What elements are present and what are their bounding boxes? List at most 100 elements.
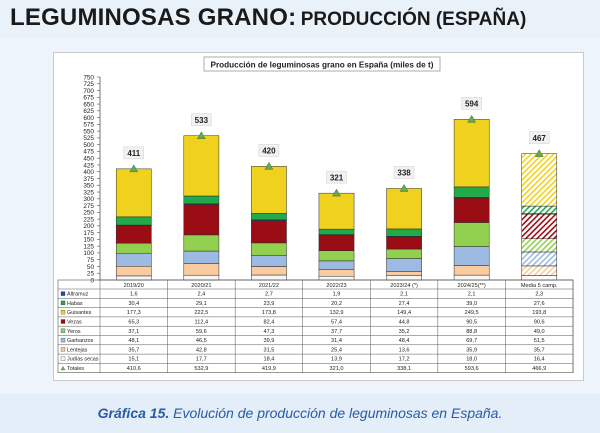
table-cell-value: 15,1 [128, 357, 139, 363]
total-marker-triangle [534, 149, 544, 157]
chart-svg: Producción de leguminosas grano en Españ… [57, 56, 574, 373]
bar-segment-garbanzos [386, 258, 422, 272]
bar-segment-vezas [318, 234, 355, 251]
table-cell-value: 39,0 [466, 301, 477, 307]
table-cell-value: 44,8 [399, 320, 410, 326]
table-cell-value: 29,1 [196, 301, 207, 307]
bar-segment-lentejas [521, 265, 558, 276]
bar-segment-judias-secas [251, 274, 287, 281]
table-cell-value: 132,9 [330, 310, 344, 316]
bar-segment-judias-secas [453, 274, 490, 281]
table-cell-value: 222,5 [194, 310, 208, 316]
bar-segment-judias-secas [183, 274, 220, 281]
table-cell-value: 25,4 [331, 347, 342, 353]
table-cell-value: 173,8 [262, 310, 276, 316]
bar-segment-yeros [115, 242, 152, 254]
table-cell-value: 49,0 [534, 329, 545, 335]
chart-card: Producción de leguminosas grano en Españ… [53, 52, 584, 381]
table-cell-value: 23,9 [263, 301, 274, 307]
bar-segment-judias-secas [318, 275, 355, 281]
table-cell-value: 30,4 [128, 301, 139, 307]
table-cell-value: 35,7 [534, 347, 545, 353]
total-marker-triangle [129, 164, 139, 173]
y-tick-label: 100 [83, 250, 94, 257]
bar-segment-guisantes [521, 153, 558, 207]
bar-segment-garbanzos [115, 252, 152, 267]
bar-segment-lentejas [251, 266, 287, 276]
bar-segment-habas [183, 195, 220, 205]
chart-title: Producción de leguminosas grano en Españ… [211, 61, 434, 70]
table-cell-value: 177,3 [127, 310, 141, 316]
x-category-label: 2021/22 [259, 283, 279, 289]
y-tick-label: 425 [83, 162, 94, 169]
total-label-box [393, 166, 415, 179]
total-marker-triangle [399, 183, 409, 192]
bar-segment-guisantes [115, 168, 152, 218]
table-cell-value: 42,8 [196, 347, 207, 353]
y-tick-label: 550 [83, 128, 94, 135]
legend-label-vezas: Vezas [67, 320, 82, 326]
table-cell-value: 18,4 [263, 357, 274, 363]
total-label-box [123, 146, 145, 160]
bar-segment-habas [318, 228, 355, 235]
bar-segment-garbanzos [521, 251, 558, 267]
y-tick-label: 200 [83, 223, 94, 230]
legend-swatch-altramuz [60, 291, 66, 296]
x-category-label: 2023/24 (*) [390, 283, 418, 289]
bar-segment-yeros [386, 248, 422, 259]
y-tick-label: 300 [83, 196, 94, 203]
table-cell-value: 51,5 [534, 338, 545, 344]
total-label-box [528, 131, 550, 144]
total-label-box [258, 144, 280, 157]
table-cell-value: 46,5 [196, 338, 207, 344]
caption-text: Evolución de producción de leguminosas e… [173, 405, 503, 421]
bar-segment-lentejas [453, 265, 490, 276]
y-tick-label: 675 [83, 95, 94, 102]
total-label-box [461, 97, 482, 110]
y-tick-label: 250 [83, 210, 94, 217]
bar-segment-habas [453, 186, 490, 198]
legend-swatch-guisantes [60, 310, 66, 315]
legend-label-judias-secas: Judías secas [67, 357, 99, 363]
table-cell-value: 2,1 [468, 292, 476, 298]
bar-segment-yeros [453, 222, 490, 247]
total-label-box [326, 170, 347, 184]
bar-segment-guisantes [386, 188, 422, 230]
table-cell-value: 17,2 [399, 357, 410, 363]
x-category-label: Media 5 camp. [521, 283, 558, 289]
page-title-main: LEGUMINOSAS GRANO: [10, 4, 297, 31]
total-data-label: 594 [465, 100, 479, 109]
bar-segment-garbanzos [251, 255, 287, 267]
table-cell-value: 2,3 [535, 292, 543, 298]
table-cell-value: 37,7 [331, 329, 342, 335]
total-data-label: 411 [127, 149, 140, 158]
table-cell-value: 1,9 [333, 292, 341, 298]
bar-segment-yeros [251, 242, 287, 256]
y-tick-label: 450 [83, 156, 94, 163]
y-tick-label: 475 [83, 149, 94, 156]
bar-segment-lentejas [183, 263, 220, 276]
legend-swatch-judias-secas [60, 356, 66, 361]
bar-segment-judias-secas [115, 275, 152, 281]
y-tick-label: 600 [83, 115, 94, 122]
table-cell-value: 47,3 [263, 329, 274, 335]
table-cell-value: 65,3 [128, 320, 139, 326]
y-tick-label: 75 [87, 257, 95, 264]
table-cell-value: 17,7 [196, 357, 207, 363]
bar-segment-judias-secas [386, 275, 422, 281]
table-cell-value: 31,4 [331, 338, 342, 344]
table-cell-value: 69,7 [466, 338, 477, 344]
page-title: LEGUMINOSAS GRANO: PRODUCCIÓN (ESPAÑA) [10, 4, 526, 32]
y-tick-label: 700 [83, 88, 94, 95]
table-cell-value: 90,5 [466, 320, 477, 326]
bar-segment-judias-secas [521, 275, 558, 281]
y-tick-label: 525 [83, 135, 94, 142]
y-tick-label: 725 [83, 81, 94, 88]
y-tick-label: 500 [83, 142, 94, 149]
legend-label-yeros: Yeros [67, 329, 81, 335]
legend-swatch-totals [60, 365, 66, 371]
table-cell-value: 532,9 [194, 366, 208, 372]
header-band: LEGUMINOSAS GRANO: PRODUCCIÓN (ESPAÑA) [0, 0, 600, 38]
total-data-label: 338 [397, 169, 411, 178]
table-cell-value: 338,1 [397, 366, 411, 372]
